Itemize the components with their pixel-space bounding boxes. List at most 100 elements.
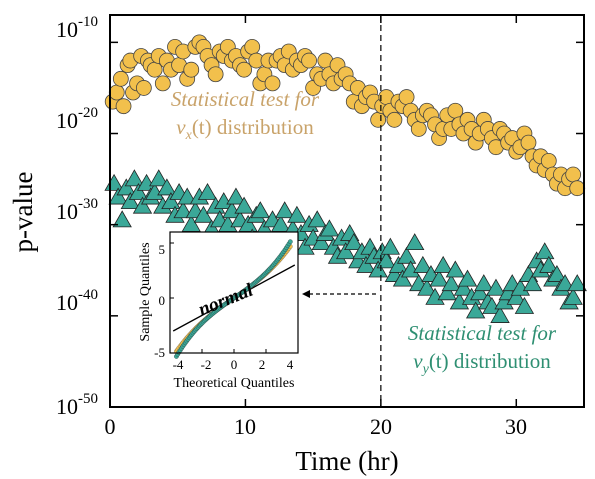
y-tick-label-4: 10-50 (56, 391, 98, 419)
vy-point (136, 173, 157, 191)
vy-point (173, 201, 193, 219)
vy-point (356, 255, 376, 273)
vy-point (474, 274, 494, 292)
inset-y-axis-title: Sample Quantiles (138, 242, 153, 341)
vy-point (482, 296, 502, 314)
x-tick-label-2: 20 (370, 414, 392, 439)
vx-point (410, 121, 427, 137)
vy-point (226, 187, 246, 205)
vx-point (565, 166, 582, 183)
vy-point (368, 260, 388, 278)
vx-point (146, 61, 163, 78)
vx-point (264, 75, 281, 92)
inset-y-tick-2: -5 (154, 345, 165, 360)
vy-point (425, 287, 445, 305)
vx-point (112, 70, 129, 87)
main-plot-frame (109, 14, 585, 408)
vx-annotation-line2: vx(t) distribution (176, 115, 314, 143)
inset-y-tick-0: 5 (159, 242, 166, 257)
vx-point (447, 102, 464, 119)
vx-point (183, 61, 200, 78)
vy-point (177, 187, 197, 205)
y-tick-label-2: 10-30 (56, 196, 98, 224)
inset-x-axis-title: Theoretical Quantiles (174, 376, 295, 391)
vy-point (128, 182, 149, 200)
vy-point (506, 287, 526, 305)
vx-point (520, 134, 537, 151)
main-axis-ticks (109, 15, 584, 408)
vy-point (197, 182, 218, 200)
main-plot-marks (104, 34, 587, 323)
y-tick-label-0: 10-10 (56, 14, 98, 42)
vy-point (376, 251, 396, 269)
x-tick-label-3: 30 (505, 414, 527, 439)
vy-point (514, 296, 535, 314)
vy-point (335, 242, 356, 260)
vx-point (398, 89, 415, 105)
vy-point (104, 173, 124, 191)
vy-point (145, 182, 165, 200)
vy-point (567, 274, 587, 292)
vy-point (490, 306, 510, 323)
inset-x-tick-2: 0 (231, 357, 238, 372)
vy-point (250, 201, 271, 219)
vx-point (301, 52, 317, 69)
y-tick-label-1: 10-20 (56, 105, 98, 133)
inset-vy-point (287, 239, 293, 245)
vx-point (115, 98, 132, 115)
y-tick-label-3: 10-40 (56, 287, 98, 315)
vy-point (234, 196, 254, 214)
inset-ticks (169, 242, 299, 354)
vy-point (453, 278, 474, 296)
vy-point (563, 287, 583, 305)
vy-point (535, 242, 555, 260)
vy-point (311, 233, 331, 251)
vy-point (275, 201, 295, 219)
vy-point (295, 237, 315, 255)
vy-point (157, 178, 177, 196)
vy-point (413, 255, 433, 273)
vy-point (307, 210, 327, 228)
vy-point (116, 178, 136, 196)
vx-annotation-line1: Statistical test for (171, 87, 320, 111)
vx-point (244, 39, 261, 55)
vy-point (494, 292, 514, 310)
inset-pointer-arrow (302, 290, 376, 298)
vy-point (555, 274, 575, 292)
inset-marks (172, 239, 296, 359)
inset-x-tick-0: -4 (173, 357, 184, 372)
vy-point (405, 233, 425, 251)
vx-point (540, 152, 557, 169)
x-tick-label-0: 0 (105, 414, 116, 439)
vx-point (135, 80, 152, 96)
inset-x-tick-3: 2 (259, 357, 266, 372)
vy-point (120, 192, 141, 210)
vx-point (207, 66, 224, 83)
vy-point (417, 278, 437, 296)
vy-point (214, 192, 234, 210)
inset-y-tick-1: 0 (159, 293, 166, 308)
vy-point (112, 210, 132, 228)
vy-point (124, 169, 145, 187)
inset-x-tick-4: 4 (287, 357, 294, 372)
y-axis-title: p-value (8, 172, 38, 253)
vy-point (470, 283, 490, 301)
vy-point (522, 274, 543, 292)
vy-point (319, 219, 340, 237)
vy-point (429, 269, 449, 287)
vy-point (193, 205, 214, 223)
vx-point (108, 84, 125, 101)
vy-point (161, 192, 181, 210)
vx-point (569, 180, 586, 197)
vy-point (388, 255, 409, 273)
vy-point (400, 260, 421, 278)
vy-point (392, 269, 413, 287)
vy-point (547, 265, 567, 282)
vy-point (486, 278, 506, 296)
vy-point (510, 278, 531, 296)
vy-point (445, 260, 466, 278)
vy-point (380, 237, 401, 255)
vy-annotation-line2: vy(t) distribution (413, 349, 551, 377)
vy-point (433, 255, 453, 273)
vx-point (386, 111, 403, 128)
